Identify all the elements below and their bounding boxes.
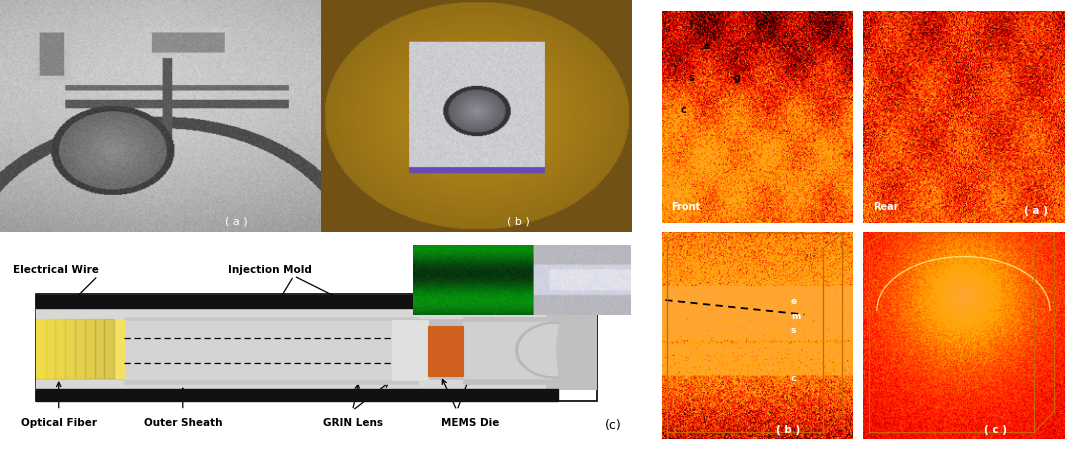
Bar bbox=[95, 319, 104, 378]
Text: Rear: Rear bbox=[873, 202, 899, 212]
Bar bbox=[104, 319, 114, 378]
Bar bbox=[463, 317, 555, 384]
Text: Optical Fiber: Optical Fiber bbox=[21, 418, 97, 428]
Text: s: s bbox=[791, 326, 796, 335]
Text: g: g bbox=[733, 73, 741, 83]
Bar bbox=[36, 319, 46, 378]
Bar bbox=[36, 295, 558, 308]
Bar bbox=[392, 320, 428, 380]
Text: Outer Sheath: Outer Sheath bbox=[144, 418, 222, 428]
Text: m: m bbox=[791, 312, 801, 321]
Bar bbox=[36, 319, 124, 378]
Text: ( b ): ( b ) bbox=[776, 424, 800, 435]
Text: e: e bbox=[791, 297, 798, 306]
Bar bbox=[124, 321, 418, 379]
Bar bbox=[36, 294, 597, 401]
Bar bbox=[65, 319, 75, 378]
Bar bbox=[85, 319, 95, 378]
Text: c: c bbox=[681, 105, 687, 115]
Bar bbox=[36, 380, 545, 390]
Text: e: e bbox=[703, 41, 710, 51]
Bar bbox=[36, 306, 597, 390]
Text: ( b ): ( b ) bbox=[507, 217, 530, 227]
Bar bbox=[428, 325, 463, 376]
Bar bbox=[36, 389, 558, 401]
Bar bbox=[463, 322, 555, 378]
Text: Electrical Wire: Electrical Wire bbox=[13, 265, 99, 274]
Bar bbox=[75, 319, 85, 378]
Wedge shape bbox=[516, 322, 558, 378]
Text: MEMS Die: MEMS Die bbox=[441, 418, 499, 428]
Wedge shape bbox=[519, 324, 558, 376]
Bar bbox=[124, 317, 418, 384]
Text: GRIN Lens: GRIN Lens bbox=[322, 418, 383, 428]
Bar bbox=[36, 308, 545, 318]
Text: (c): (c) bbox=[605, 419, 622, 432]
Text: c: c bbox=[791, 374, 796, 383]
Text: Injection Mold: Injection Mold bbox=[228, 265, 312, 274]
Text: Front: Front bbox=[671, 202, 701, 212]
Bar bbox=[46, 319, 55, 378]
Text: ( c ): ( c ) bbox=[984, 424, 1006, 435]
Bar bbox=[55, 319, 65, 378]
Text: s: s bbox=[688, 73, 694, 83]
Text: ( a ): ( a ) bbox=[224, 217, 247, 227]
Text: ( a ): ( a ) bbox=[1024, 206, 1048, 216]
